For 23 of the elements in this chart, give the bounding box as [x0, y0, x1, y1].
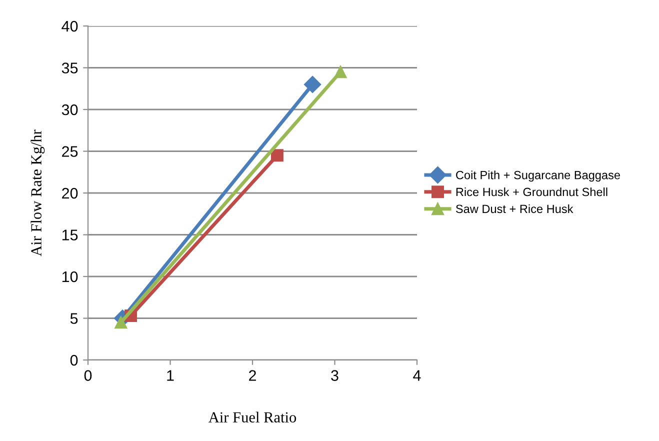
y-tick-label: 5 — [70, 313, 78, 324]
legend-label: Coit Pith + Sugarcane Baggase — [456, 170, 620, 182]
point — [114, 316, 128, 329]
x-tick-label: 0 — [84, 370, 92, 381]
legend-label: Rice Husk + Groundnut Shell — [456, 188, 608, 196]
point — [304, 76, 322, 93]
x-tick-label: 2 — [249, 370, 256, 381]
y-tick-label: 35 — [62, 62, 78, 74]
x-axis-title: Air Fuel Ratio — [208, 412, 296, 422]
legend-label: Saw Dust + Rice Husk — [456, 204, 574, 214]
y-axis-title: Air Flow Rate Kg/hr — [30, 130, 45, 256]
y-tick-label: 30 — [62, 104, 78, 116]
point — [270, 149, 284, 162]
y-tick-label: 40 — [62, 20, 78, 32]
x-tick-label: 4 — [413, 370, 421, 381]
point — [334, 66, 347, 78]
x-tick-label: 1 — [167, 370, 174, 381]
y-tick-label: 20 — [62, 188, 78, 199]
y-tick-label: 15 — [62, 230, 78, 240]
y-tick-label: 25 — [62, 146, 78, 157]
y-tick-label: 0 — [70, 354, 78, 366]
y-tick-label: 10 — [62, 271, 78, 282]
x-tick-label: 3 — [331, 370, 338, 381]
